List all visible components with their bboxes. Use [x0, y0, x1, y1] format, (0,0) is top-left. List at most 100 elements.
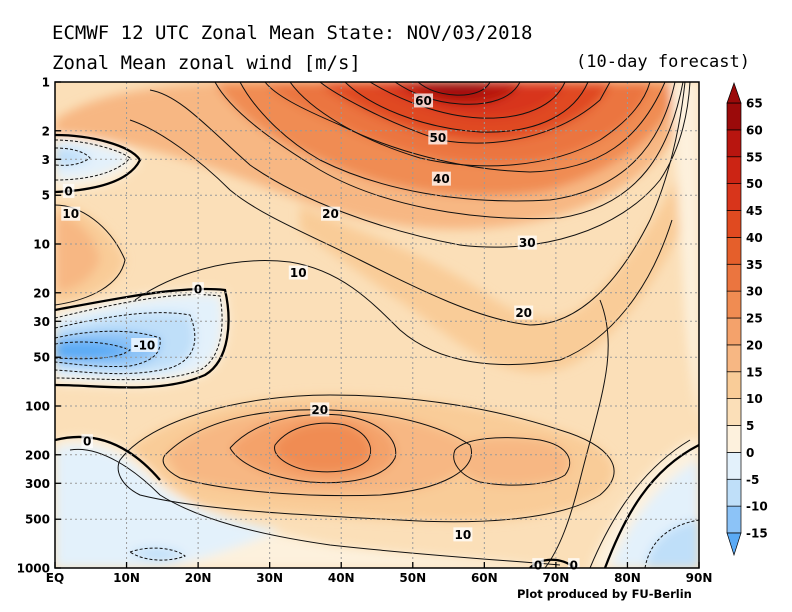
y-tick-label: 2 — [42, 124, 50, 138]
contour-label: 20 — [322, 207, 339, 221]
contour-label: 0 — [83, 435, 91, 449]
y-tick-label: 200 — [25, 448, 50, 462]
contour-label-bg — [453, 527, 473, 542]
colorbar-segment — [726, 371, 742, 399]
x-tick-label: 80N — [614, 571, 641, 585]
y-tick-label: 10 — [33, 238, 50, 252]
contour-label-bg — [131, 337, 158, 352]
colorbar-arrow-high — [726, 81, 742, 104]
colorbar-segment — [726, 478, 742, 507]
colorbar-label: 65 — [746, 97, 763, 111]
colorbar-segment — [726, 210, 742, 238]
y-tick-label: 30 — [33, 315, 50, 329]
contour-label-bg — [81, 434, 93, 449]
x-tick-label: 60N — [471, 571, 498, 585]
contour-label-bg — [532, 558, 544, 573]
colorbar-segment — [726, 183, 742, 211]
colorbar-segment — [726, 398, 742, 426]
y-tick-label: 5 — [42, 189, 50, 203]
colorbar-label: 45 — [746, 204, 763, 218]
colorbar-segment — [726, 452, 742, 480]
contour-label: 50 — [429, 131, 446, 145]
credit-note: Plot produced by FU-Berlin — [517, 587, 692, 601]
contour-label: 10 — [455, 528, 472, 542]
contour-label-bg — [62, 183, 75, 198]
contour-label: 10 — [290, 266, 307, 280]
contour-label-bg — [517, 235, 537, 250]
colorbar-label: 0 — [746, 446, 754, 460]
x-tick-label: 50N — [399, 571, 426, 585]
contour-label-bg — [514, 305, 534, 320]
contour-label: 30 — [519, 236, 536, 250]
contour-label-bg — [431, 171, 451, 186]
grid-lines — [55, 82, 699, 568]
colorbar-label: 20 — [746, 338, 763, 352]
zero-contour-lines — [55, 133, 699, 568]
contour-label-bg — [568, 558, 580, 573]
y-tick-label: 3 — [42, 153, 50, 167]
colorbar-segment — [726, 425, 742, 453]
colorbar-segment — [726, 263, 742, 292]
x-tick-label: 20N — [185, 571, 212, 585]
y-tick-label: 50 — [33, 351, 50, 365]
contour-label: 40 — [433, 172, 450, 186]
x-tick-label: 10N — [113, 571, 140, 585]
colorbar-label: 55 — [746, 150, 763, 164]
x-tick-label: 30N — [256, 571, 283, 585]
contour-label: 0 — [64, 184, 72, 198]
colorbar-label: 30 — [746, 285, 763, 299]
contour-label: 0 — [194, 283, 202, 297]
chart-title: ECMWF 12 UTC Zonal Mean State: NOV/03/20… — [52, 22, 533, 44]
colorbar-label: 50 — [746, 177, 763, 191]
y-tick-label: 1000 — [17, 562, 50, 576]
colorbar-segment — [726, 505, 742, 534]
colorbar-arrow-low — [726, 532, 742, 557]
x-tick-label: 40N — [328, 571, 355, 585]
y-tick-label: 500 — [25, 513, 50, 527]
colorbar-segment — [726, 290, 742, 319]
y-tick-label: 100 — [25, 400, 50, 414]
negative-contour-lines — [55, 139, 699, 568]
colorbar-label: 60 — [746, 123, 763, 137]
contour-label: 60 — [415, 94, 432, 108]
colorbar-label: 25 — [746, 312, 763, 326]
contour-label-bg — [428, 130, 448, 145]
colorbar-segment — [726, 156, 742, 184]
contour-label: 0 — [570, 559, 578, 573]
colorbar-segment — [726, 129, 742, 158]
colorbar-segment — [726, 317, 742, 346]
colorbar-label: 10 — [746, 392, 763, 406]
wind-field — [55, 82, 699, 568]
colorbar-segment — [726, 102, 742, 131]
colorbar-segment — [726, 344, 742, 373]
contour-label-bg — [320, 206, 340, 221]
y-tick-label: 20 — [33, 286, 50, 300]
chart-subtitle: Zonal Mean zonal wind [m/s] — [52, 52, 361, 74]
x-axis: EQ 10N 20N 30N 40N 50N 60N 70N 80N 90N — [46, 562, 713, 585]
colorbar-label: -5 — [746, 473, 759, 487]
y-axis: 1 2 3 5 10 20 30 50 100 200 300 500 1000 — [17, 76, 61, 576]
plot-frame — [54, 81, 700, 569]
forecast-note: (10-day forecast) — [576, 52, 750, 72]
contour-label-bg — [192, 282, 204, 297]
contour-labels: 60 50 40 30 20 20 20 10 10 10 0 0 0 0 0 -10 — [61, 93, 580, 573]
contour-label-bg — [310, 402, 330, 417]
colorbar-label: -15 — [746, 527, 768, 541]
colorbar-label: 5 — [746, 419, 754, 433]
x-tick-label: 70N — [543, 571, 570, 585]
colorbar: -15 -10 -5 0 5 10 15 20 25 30 35 40 45 50 55 60 65 — [726, 81, 768, 557]
y-tick-label: 1 — [42, 76, 50, 90]
contour-label: -10 — [134, 338, 156, 352]
contour-lines — [55, 82, 691, 568]
x-tick-label: EQ — [46, 571, 64, 585]
contour-label: 20 — [311, 403, 328, 417]
contour-label-bg — [61, 206, 81, 221]
colorbar-label: 35 — [746, 258, 763, 272]
colorbar-segment — [726, 237, 742, 265]
colorbar-label: 15 — [746, 365, 763, 379]
y-tick-label: 300 — [25, 477, 50, 491]
x-tick-label: 90N — [686, 571, 713, 585]
contour-label: 10 — [62, 207, 79, 221]
colorbar-label: 40 — [746, 231, 763, 245]
